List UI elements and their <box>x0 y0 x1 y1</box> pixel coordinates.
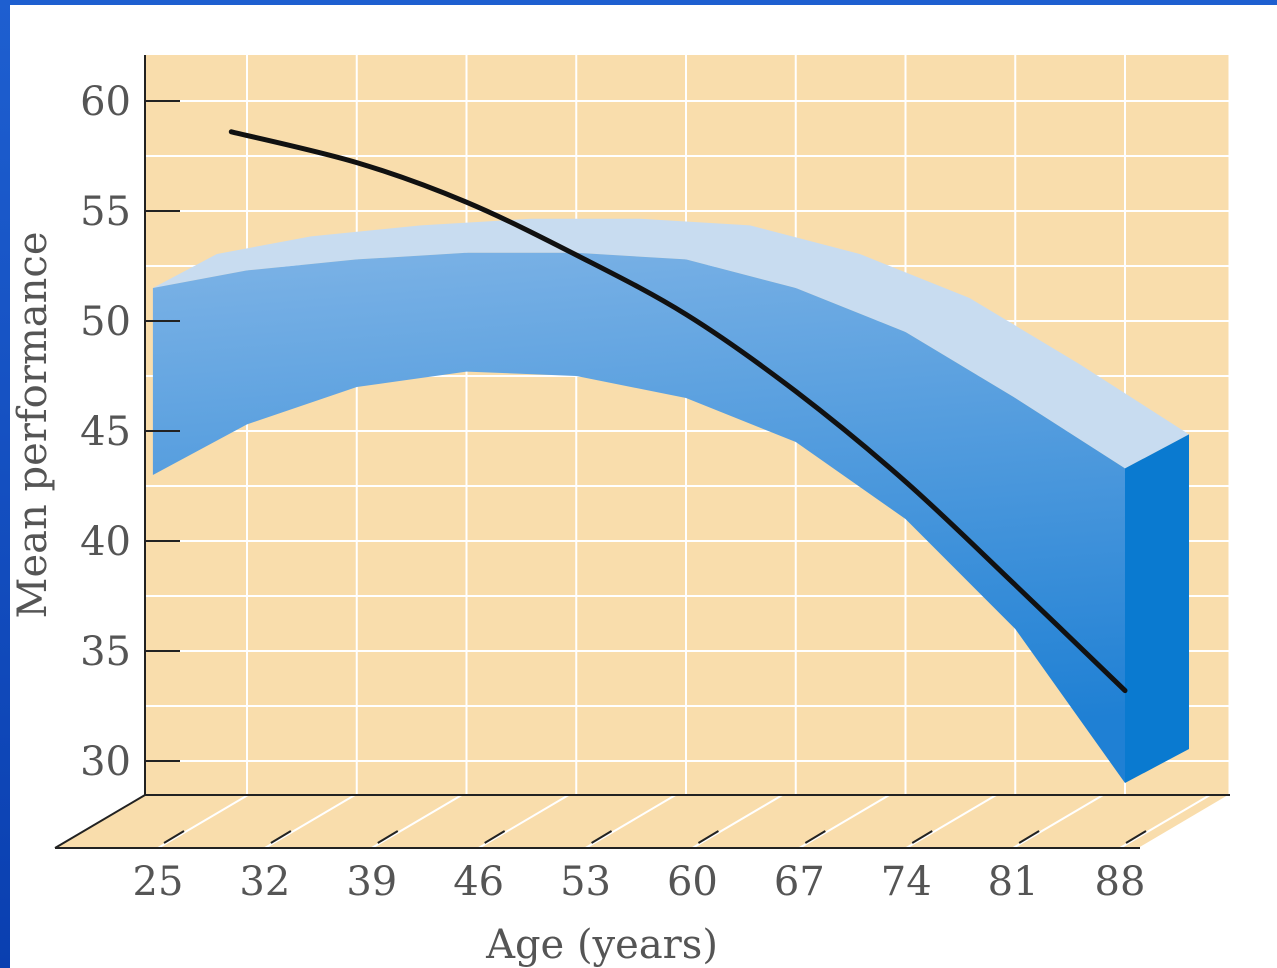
floor-grid-line <box>1119 794 1211 849</box>
band-front-face <box>152 252 1125 784</box>
floor-grid-line <box>264 794 356 849</box>
x-tick-label: 46 <box>453 859 504 905</box>
y-axis-title: Mean performance <box>10 232 56 619</box>
slide-border-top <box>0 0 1277 5</box>
floor-grid-line <box>157 794 249 849</box>
x-tick-label: 67 <box>774 859 825 905</box>
x-tick-mark <box>377 830 399 844</box>
x-tick-label: 60 <box>667 859 718 905</box>
floor-grid-line <box>798 794 890 849</box>
y-tick-label: 60 <box>80 79 131 125</box>
band-side-face <box>1125 434 1189 783</box>
floor-grid-line <box>691 794 783 849</box>
y-tick-label: 40 <box>80 519 131 565</box>
band-series <box>152 218 1189 784</box>
x-tick-mark <box>1018 830 1040 844</box>
x-tick-mark <box>911 830 933 844</box>
y-tick-label: 50 <box>80 299 131 345</box>
x-tick-mark <box>270 830 292 844</box>
x-ticks: 25 32 39 46 53 60 67 74 81 88 <box>133 859 1146 905</box>
x-tick-label: 53 <box>560 859 611 905</box>
x-tick-mark <box>697 830 719 844</box>
band-top-face <box>152 218 1189 469</box>
floor-grid-line <box>478 794 570 849</box>
y-tick-label: 55 <box>80 189 131 235</box>
mean-performance-line <box>228 129 1128 694</box>
floor-grid-line <box>905 794 997 849</box>
floor-ticks <box>157 794 1231 849</box>
x-tick-label: 32 <box>239 859 290 905</box>
y-tick-label: 45 <box>80 409 131 455</box>
x-tick-label: 74 <box>881 859 932 905</box>
x-tick-label: 81 <box>988 859 1039 905</box>
y-tick-label: 35 <box>80 629 131 675</box>
x-tick-label: 25 <box>133 859 184 905</box>
x-tick-mark <box>591 830 613 844</box>
x-tick-label: 88 <box>1095 859 1146 905</box>
x-tick-label: 39 <box>346 859 397 905</box>
floor-grid-line <box>1012 794 1104 849</box>
x-tick-mark <box>1125 830 1147 844</box>
floor-grid-line <box>371 794 463 849</box>
slide-border-left <box>0 0 10 968</box>
x-tick-mark <box>484 830 506 844</box>
y-tick-label: 30 <box>80 739 131 785</box>
floor-left-edge <box>54 794 146 849</box>
x-axis-title: Age (years) <box>485 922 718 968</box>
x-tick-mark <box>804 830 826 844</box>
floor <box>55 795 1230 848</box>
floor-grid-line <box>585 794 677 849</box>
y-ticks: 30 35 40 45 50 55 60 <box>80 79 180 785</box>
x-tick-mark <box>163 830 185 844</box>
floor-grid-line <box>1139 794 1231 849</box>
